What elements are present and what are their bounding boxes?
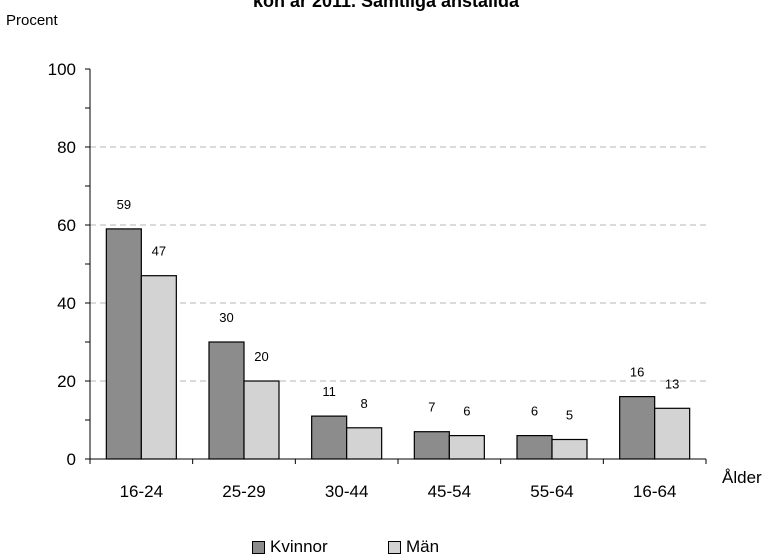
bar-kvinnor xyxy=(516,435,553,460)
legend-item-man: Män xyxy=(388,537,439,557)
bar-män xyxy=(448,435,485,460)
bar-män xyxy=(551,438,588,460)
y-tick-label: 0 xyxy=(67,450,76,469)
x-tick-label: 16-64 xyxy=(633,482,676,501)
data-label: 13 xyxy=(665,376,679,391)
y-tick-label: 60 xyxy=(57,216,76,235)
bar-kvinnor xyxy=(208,341,245,460)
x-tick-label: 25-29 xyxy=(222,482,265,501)
x-tick-label: 55-64 xyxy=(530,482,573,501)
data-label: 6 xyxy=(463,404,470,419)
legend-label-kvinnor: Kvinnor xyxy=(270,537,328,556)
data-label: 11 xyxy=(322,384,336,399)
data-label: 7 xyxy=(428,400,435,415)
legend-item-kvinnor: Kvinnor xyxy=(252,537,328,557)
data-label: 47 xyxy=(152,244,166,259)
legend-swatch-man xyxy=(388,540,401,554)
y-tick-label: 80 xyxy=(57,138,76,157)
bar-män xyxy=(654,407,691,460)
y-axis-label: Procent xyxy=(6,12,58,29)
bar-kvinnor xyxy=(413,431,450,460)
bar-kvinnor xyxy=(311,415,348,460)
bar-män xyxy=(140,275,177,460)
data-label: 5 xyxy=(566,408,573,423)
bar-män xyxy=(346,427,383,460)
y-tick-label: 100 xyxy=(48,60,76,79)
chart-title: kön år 2011. Samtliga anställda xyxy=(252,0,520,11)
data-label: 20 xyxy=(254,349,268,364)
data-label: 16 xyxy=(630,365,644,380)
legend-label-man: Män xyxy=(406,537,440,556)
y-tick-label: 40 xyxy=(57,294,76,313)
legend-swatch-kvinnor xyxy=(252,540,265,554)
bar-kvinnor xyxy=(619,396,656,460)
bar-chart: 0 20 40 60 80 100 59 47 16-24 30 20 25-29 11 8 30-44 7 6… xyxy=(48,60,707,501)
x-tick-label: 30-44 xyxy=(325,482,368,501)
bar-kvinnor xyxy=(105,228,142,460)
data-label: 59 xyxy=(117,197,131,212)
x-tick-label: 16-24 xyxy=(120,482,163,501)
bar-män xyxy=(243,380,280,460)
data-label: 8 xyxy=(361,396,368,411)
data-label: 30 xyxy=(219,310,233,325)
x-axis-label: Ålder xyxy=(722,468,762,487)
x-tick-label: 45-54 xyxy=(428,482,471,501)
data-label: 6 xyxy=(531,404,538,419)
y-tick-label: 20 xyxy=(57,372,76,391)
